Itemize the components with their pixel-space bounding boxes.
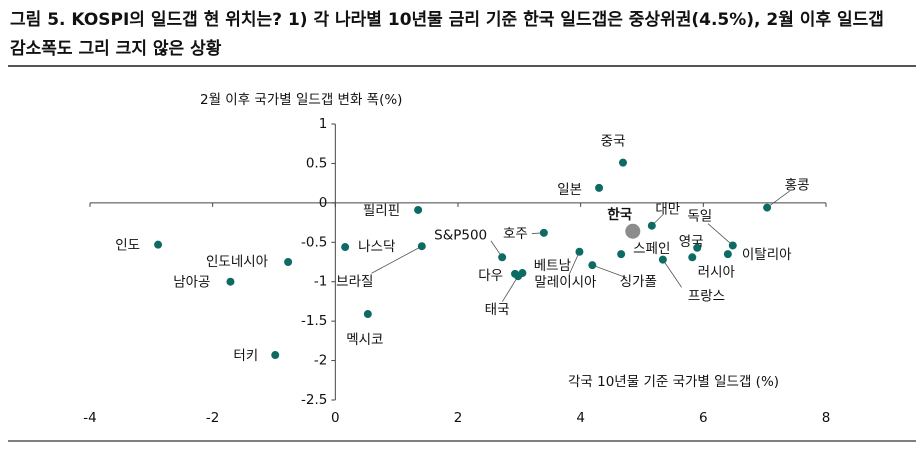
x-tick-label: 0	[331, 410, 340, 426]
point	[341, 243, 350, 252]
point	[647, 221, 656, 230]
point	[617, 250, 626, 259]
y-tick-label: -1.5	[301, 313, 327, 329]
x-tick-label: 8	[822, 410, 831, 426]
point-label: 한국	[607, 207, 632, 223]
point	[588, 261, 597, 270]
leader-line	[592, 264, 627, 279]
y-tick-label: -1	[314, 274, 327, 290]
point	[763, 203, 772, 212]
point	[575, 247, 584, 256]
point	[618, 158, 627, 167]
point-label: 다우	[478, 268, 503, 284]
point-label: 프랑스	[688, 289, 725, 305]
point-label: 스페인	[633, 241, 670, 257]
point	[595, 183, 604, 192]
point	[414, 205, 423, 214]
leader-line	[568, 251, 580, 276]
point	[658, 255, 667, 264]
point-label: 베트남	[534, 258, 571, 274]
leader-line	[371, 245, 423, 274]
point	[693, 243, 702, 252]
point-label: 태국	[485, 302, 510, 318]
point-label: 호주	[503, 226, 528, 242]
y-tick-label: 1	[319, 116, 328, 132]
point-label: 터키	[233, 348, 258, 364]
point	[498, 253, 507, 262]
point-label: S&P500	[434, 227, 487, 243]
point-label: 필리핀	[363, 203, 400, 219]
point	[363, 310, 372, 319]
x-tick-label: 2	[454, 410, 463, 426]
y-tick-label: -2	[314, 353, 327, 369]
point-label: 브라질	[336, 274, 373, 290]
point	[226, 277, 235, 286]
point-label: 중국	[601, 134, 626, 150]
point-label: 나스닥	[358, 239, 395, 255]
point-label: 일본	[557, 182, 582, 198]
point-label: 인도네시아	[206, 254, 269, 270]
point-label: 이탈리아	[742, 247, 792, 263]
chart-title: 그림 5. KOSPI의 일드갭 현 위치는? 1) 각 나라별 10년물 금리…	[10, 10, 884, 59]
y-tick-label: 0	[319, 195, 328, 211]
point-label: 남아공	[173, 275, 210, 291]
point	[154, 240, 163, 249]
y-axis-title: 2월 이후 국가별 일드갭 변화 폭(%)	[200, 92, 402, 108]
y-tick-label: 0.5	[306, 155, 327, 171]
point-label: 싱가폴	[620, 274, 657, 290]
x-axis-title: 각국 10년물 기준 국가별 일드갭 (%)	[568, 374, 779, 390]
point	[688, 253, 697, 262]
y-tick-label: -0.5	[301, 234, 327, 250]
point-label: 홍콩	[785, 178, 810, 194]
point-label: 멕시코	[346, 332, 383, 348]
point	[417, 242, 426, 251]
leader-line	[502, 275, 519, 302]
point	[271, 351, 280, 360]
point-label: 말레이시아	[534, 275, 597, 291]
leader-line	[707, 223, 734, 246]
leader-line	[662, 259, 682, 288]
point-label: 영국	[679, 234, 704, 250]
y-tick-label: -2.5	[301, 392, 327, 408]
point	[728, 241, 737, 250]
x-tick-label: -2	[206, 410, 219, 426]
point	[539, 228, 548, 237]
x-tick-label: 4	[576, 410, 585, 426]
point-label: 독일	[687, 208, 712, 224]
point	[723, 250, 732, 259]
point	[511, 269, 520, 278]
point-label: 러시아	[698, 264, 736, 280]
x-tick-label: -4	[83, 410, 96, 426]
point	[625, 223, 641, 239]
point-label: 대만	[655, 202, 680, 218]
point-label: 인도	[115, 238, 140, 254]
x-tick-label: 6	[699, 410, 708, 426]
leader-line	[766, 190, 790, 208]
point	[284, 258, 293, 266]
